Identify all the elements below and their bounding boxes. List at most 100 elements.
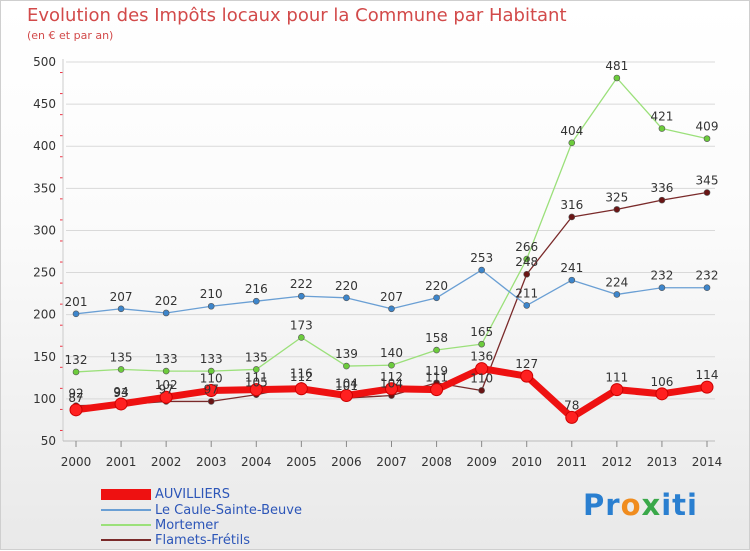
data-label-2: 139 <box>335 347 358 361</box>
data-label-1: 207 <box>380 290 403 304</box>
data-point-2 <box>298 334 305 341</box>
data-label-2: 135 <box>110 350 133 364</box>
legend-swatch-le-caule-sainte-beuve <box>101 509 151 511</box>
data-label-1: 224 <box>605 275 628 289</box>
data-label-2: 158 <box>425 331 448 345</box>
data-label-3: 316 <box>560 198 583 212</box>
data-point-3 <box>613 206 621 213</box>
legend-label-le-caule-sainte-beuve: Le Caule-Sainte-Beuve <box>155 502 302 518</box>
data-point-0 <box>69 403 83 417</box>
data-label-3: 116 <box>290 366 313 380</box>
data-label-0: 87 <box>68 391 83 405</box>
data-point-1 <box>568 276 576 284</box>
data-point-2 <box>613 74 621 82</box>
y-tick-label: 350 <box>33 181 56 195</box>
data-point-2 <box>523 255 531 263</box>
x-tick-label: 2002 <box>151 455 182 469</box>
data-label-2: 165 <box>470 325 493 339</box>
data-label-1: 232 <box>696 269 719 283</box>
x-tick-label: 2013 <box>647 455 678 469</box>
data-label-3: 248 <box>515 255 538 269</box>
y-tick-label: 150 <box>33 350 56 364</box>
data-point-3 <box>658 196 666 204</box>
legend-item-le-caule-sainte-beuve[interactable]: Le Caule-Sainte-Beuve <box>101 502 302 518</box>
legend-item-auvilliers[interactable]: AUVILLIERS <box>101 486 230 502</box>
data-point-2 <box>252 366 260 373</box>
x-tick-label: 2007 <box>376 455 407 469</box>
y-tick-label: 200 <box>33 308 56 322</box>
data-label-2: 481 <box>605 59 628 73</box>
x-tick-label: 2004 <box>241 455 272 469</box>
data-label-0: 110 <box>200 371 223 385</box>
data-point-0 <box>700 380 714 394</box>
data-point-2 <box>703 135 711 142</box>
data-label-0: 102 <box>155 378 178 392</box>
data-point-2 <box>343 362 350 370</box>
data-label-2: 266 <box>515 240 538 254</box>
data-label-3: 101 <box>335 379 358 393</box>
data-point-1 <box>478 266 485 274</box>
legend-swatch-flamets-fretils <box>101 539 151 541</box>
x-tick-label: 2014 <box>692 455 723 469</box>
x-tick-label: 2008 <box>421 455 452 469</box>
data-label-2: 133 <box>200 352 223 366</box>
data-label-1: 202 <box>155 294 178 308</box>
data-label-3: 97 <box>159 382 174 396</box>
y-tick-label: 450 <box>33 97 56 111</box>
x-tick-label: 2010 <box>511 455 542 469</box>
data-label-3: 110 <box>470 371 493 385</box>
data-label-1: 222 <box>290 277 313 291</box>
x-tick-label: 2001 <box>106 455 137 469</box>
data-label-2: 132 <box>65 353 88 367</box>
data-point-2 <box>478 340 485 348</box>
data-label-3: 105 <box>245 376 268 390</box>
data-label-0: 127 <box>515 357 538 371</box>
legend-item-mortemer[interactable]: Mortemer <box>101 517 219 533</box>
data-point-2 <box>658 125 666 132</box>
data-label-3: 93 <box>113 386 128 400</box>
x-tick-label: 2003 <box>196 455 227 469</box>
data-point-1 <box>162 309 170 317</box>
data-point-0 <box>565 410 579 424</box>
data-point-1 <box>343 294 350 302</box>
data-point-1 <box>433 294 440 302</box>
data-point-0 <box>249 383 263 397</box>
data-label-2: 173 <box>290 318 313 332</box>
data-point-0 <box>339 389 353 403</box>
data-point-3 <box>568 213 576 221</box>
chart-subtitle: (en € et par an) <box>27 29 114 42</box>
x-tick-label: 2000 <box>61 455 92 469</box>
y-tick-label: 50 <box>41 434 56 448</box>
data-label-1: 220 <box>335 279 358 293</box>
data-label-0: 112 <box>290 370 313 384</box>
data-point-1 <box>117 305 125 313</box>
data-label-2: 133 <box>155 352 178 366</box>
data-label-3: 336 <box>650 181 673 195</box>
legend-item-flamets-fretils[interactable]: Flamets-Frétils <box>101 532 250 548</box>
data-label-3: 119 <box>425 364 448 378</box>
data-label-1: 241 <box>560 261 583 275</box>
data-point-2 <box>388 361 395 369</box>
y-tick-label: 100 <box>33 392 56 406</box>
axes: 50 100 150 200 250 300 350 400 450 500 2000 2001 200… <box>33 55 722 469</box>
series-lines <box>69 74 714 424</box>
data-label-3: 345 <box>696 174 719 188</box>
data-label-2: 421 <box>650 110 673 124</box>
data-label-1: 210 <box>200 287 223 301</box>
data-label-1: 211 <box>515 286 538 300</box>
data-point-2 <box>72 368 80 376</box>
data-label-2: 404 <box>560 124 583 138</box>
x-tick-label: 2009 <box>466 455 497 469</box>
data-point-1 <box>658 284 666 292</box>
data-point-1 <box>703 284 711 292</box>
y-tick-label: 400 <box>33 139 56 153</box>
data-label-1: 216 <box>245 282 268 296</box>
data-point-0 <box>385 382 398 396</box>
y-tick-label: 300 <box>33 223 56 237</box>
data-label-0: 94 <box>113 385 128 399</box>
x-tick-label: 2011 <box>557 455 588 469</box>
data-point-2 <box>207 367 215 375</box>
data-label-1: 201 <box>65 295 88 309</box>
